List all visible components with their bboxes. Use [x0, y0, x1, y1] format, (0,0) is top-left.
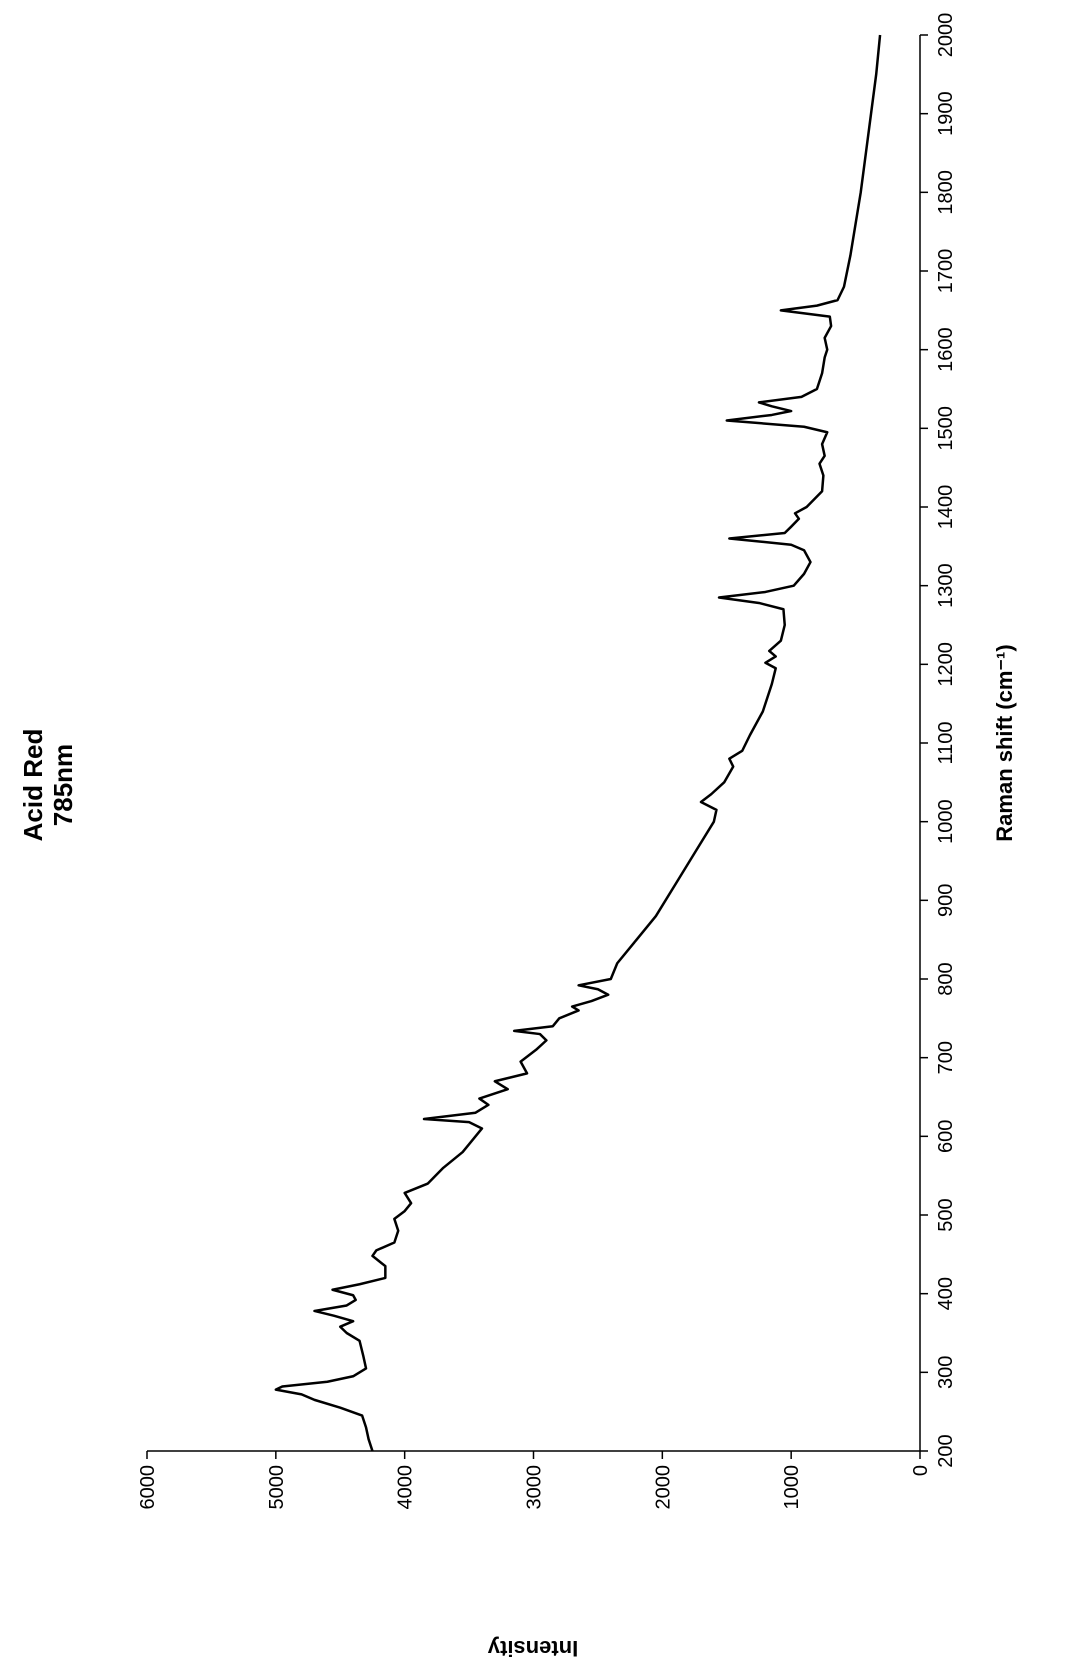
x-tick-label: 500 — [935, 1198, 957, 1231]
y-tick-label: 2000 — [652, 1465, 674, 1510]
x-tick-label: 1600 — [935, 327, 957, 372]
chart-subtitle: 785nm — [48, 744, 78, 826]
x-tick-label: 2000 — [935, 13, 957, 58]
y-tick-label: 1000 — [781, 1465, 803, 1510]
y-tick-label: 0 — [910, 1465, 932, 1476]
y-tick-label: 3000 — [524, 1465, 546, 1510]
spectrum-line — [274, 34, 882, 1452]
x-tick-label: 1300 — [935, 563, 957, 608]
y-tick-label: 6000 — [137, 1465, 159, 1510]
x-tick-label: 800 — [935, 962, 957, 995]
y-tick-label: 5000 — [266, 1465, 288, 1510]
x-tick-label: 1700 — [935, 249, 957, 294]
x-tick-label: 1100 — [935, 721, 957, 764]
x-tick-label: 400 — [935, 1277, 957, 1310]
chart-title: Acid Red — [18, 729, 48, 842]
x-tick-label: 1900 — [935, 91, 957, 136]
x-axis-label: Raman shift (cm⁻¹) — [992, 644, 1017, 841]
x-tick-label: 1400 — [935, 485, 957, 530]
x-tick-label: 300 — [935, 1356, 957, 1389]
x-tick-label: 600 — [935, 1120, 957, 1153]
x-tick-label: 1500 — [935, 406, 957, 451]
y-axis-label: Intensity — [487, 1636, 578, 1661]
x-tick-label: 1200 — [935, 642, 957, 687]
x-tick-label: 900 — [935, 884, 957, 917]
x-tick-label: 1800 — [935, 170, 957, 215]
y-tick-label: 4000 — [395, 1465, 417, 1510]
x-tick-label: 200 — [935, 1434, 957, 1467]
x-tick-label: 700 — [935, 1041, 957, 1074]
x-tick-label: 1000 — [935, 799, 957, 844]
chart-body: Acid Red 785nm Raman shift (cm⁻¹) Intens… — [18, 13, 1017, 1661]
